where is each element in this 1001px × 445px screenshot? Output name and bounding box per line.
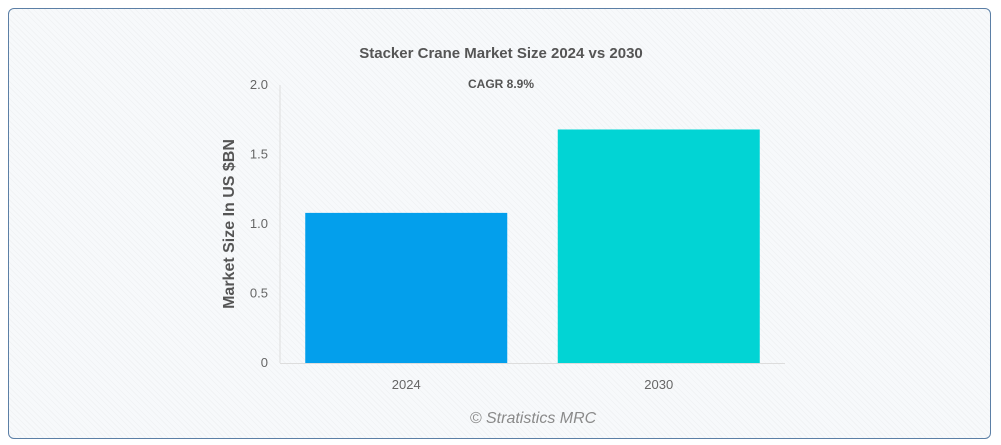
chart-title: Stacker Crane Market Size 2024 vs 2030 <box>359 45 643 62</box>
x-tick-label: 2024 <box>392 377 421 392</box>
y-tick-label: 0 <box>261 355 268 370</box>
y-tick-label: 1.5 <box>250 147 268 162</box>
y-axis: 0 0.5 1.0 1.5 2.0 <box>250 77 281 370</box>
x-tick-label: 2030 <box>644 377 673 392</box>
bar-2024[interactable] <box>305 212 508 363</box>
chart-subtitle: CAGR 8.9% <box>468 77 534 91</box>
y-tick-label: 0.5 <box>250 286 268 301</box>
chart-container: Stacker Crane Market Size 2024 vs 2030 C… <box>8 8 991 439</box>
y-tick-label: 1.0 <box>250 216 268 231</box>
x-axis: 2024 2030 <box>280 363 785 392</box>
bars <box>305 129 760 363</box>
bar-2030[interactable] <box>557 129 760 363</box>
y-tick-label: 2.0 <box>250 77 268 92</box>
credit-text: © Stratistics MRC <box>470 410 597 427</box>
bar-chart: Stacker Crane Market Size 2024 vs 2030 C… <box>221 45 785 427</box>
y-axis-label: Market Size In US $BN <box>221 139 238 309</box>
